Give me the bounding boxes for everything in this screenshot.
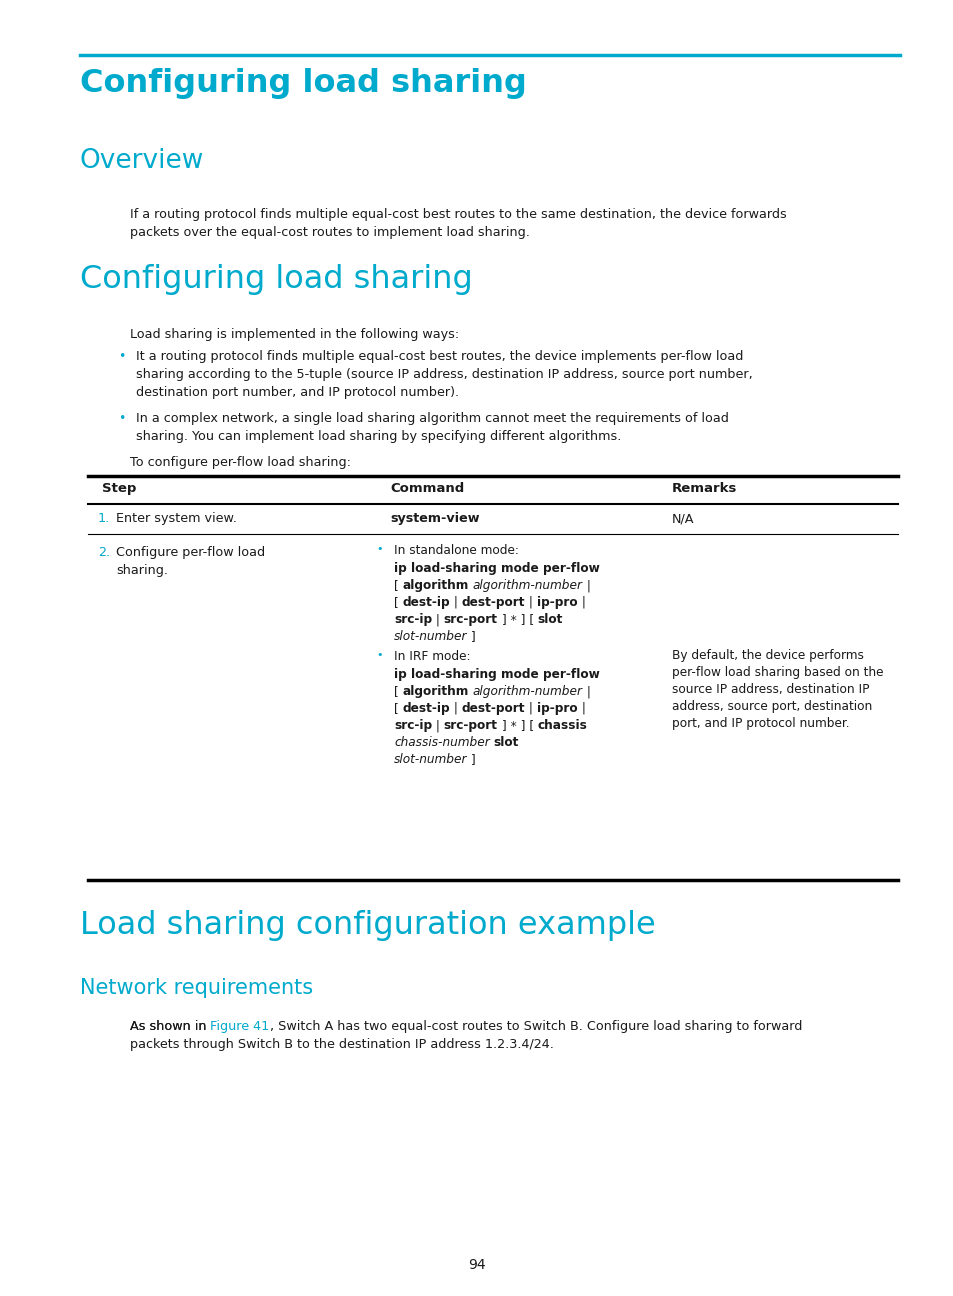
Text: By default, the device performs: By default, the device performs: [671, 649, 863, 662]
Text: Configuring load sharing: Configuring load sharing: [80, 67, 526, 98]
Text: src-ip: src-ip: [394, 613, 432, 626]
Text: |: |: [432, 613, 443, 626]
Text: Step: Step: [102, 482, 136, 495]
Text: packets through Switch B to the destination IP address 1.2.3.4/24.: packets through Switch B to the destinat…: [130, 1038, 554, 1051]
Text: packets over the equal-cost routes to implement load sharing.: packets over the equal-cost routes to im…: [130, 226, 529, 238]
Text: ip-pro: ip-pro: [537, 596, 578, 609]
Text: It a routing protocol finds multiple equal-cost best routes, the device implemen: It a routing protocol finds multiple equ…: [136, 350, 742, 363]
Text: , Switch A has two equal-cost routes to Switch B. Configure load sharing to forw: , Switch A has two equal-cost routes to …: [270, 1020, 801, 1033]
Text: •: •: [118, 412, 125, 425]
Text: 94: 94: [468, 1258, 485, 1271]
Text: algorithm-number: algorithm-number: [473, 579, 582, 592]
Text: sharing. You can implement load sharing by specifying different algorithms.: sharing. You can implement load sharing …: [136, 430, 620, 443]
Text: dest-ip: dest-ip: [402, 596, 450, 609]
Text: Overview: Overview: [80, 148, 204, 174]
Text: If a routing protocol finds multiple equal-cost best routes to the same destinat: If a routing protocol finds multiple equ…: [130, 207, 786, 222]
Text: address, source port, destination: address, source port, destination: [671, 700, 871, 713]
Text: •: •: [118, 350, 125, 363]
Text: algorithm-number: algorithm-number: [473, 686, 582, 699]
Text: To configure per-flow load sharing:: To configure per-flow load sharing:: [130, 456, 351, 469]
Text: ]: ]: [467, 630, 476, 643]
Text: algorithm: algorithm: [402, 686, 469, 699]
Text: |: |: [582, 579, 590, 592]
Text: slot: slot: [537, 613, 562, 626]
Text: |: |: [525, 702, 537, 715]
Text: sharing according to the 5-tuple (source IP address, destination IP address, sou: sharing according to the 5-tuple (source…: [136, 368, 752, 381]
Text: |: |: [578, 702, 585, 715]
Text: dest-port: dest-port: [461, 702, 525, 715]
Text: Remarks: Remarks: [671, 482, 737, 495]
Text: Command: Command: [390, 482, 464, 495]
Text: source IP address, destination IP: source IP address, destination IP: [671, 683, 868, 696]
Text: 1.: 1.: [98, 512, 111, 525]
Text: ip load-sharing mode per-flow: ip load-sharing mode per-flow: [394, 667, 599, 680]
Text: |: |: [450, 596, 461, 609]
Text: src-port: src-port: [443, 719, 497, 732]
Text: N/A: N/A: [671, 512, 694, 525]
Text: src-ip: src-ip: [394, 719, 432, 732]
Text: Network requirements: Network requirements: [80, 978, 313, 998]
Text: Load sharing is implemented in the following ways:: Load sharing is implemented in the follo…: [130, 328, 458, 341]
Text: [: [: [394, 702, 402, 715]
Text: ip-pro: ip-pro: [537, 702, 578, 715]
Text: slot-number: slot-number: [394, 630, 467, 643]
Text: Figure 41: Figure 41: [211, 1020, 270, 1033]
Text: slot: slot: [493, 736, 518, 749]
Text: sharing.: sharing.: [116, 564, 168, 577]
Text: [: [: [394, 579, 402, 592]
Text: ] * ] [: ] * ] [: [497, 719, 537, 732]
Text: •: •: [375, 544, 382, 553]
Text: system-view: system-view: [390, 512, 479, 525]
Text: |: |: [450, 702, 461, 715]
Text: |: |: [582, 686, 590, 699]
Text: |: |: [578, 596, 585, 609]
Text: src-port: src-port: [443, 613, 497, 626]
Text: ]: ]: [467, 753, 476, 766]
Text: [: [: [394, 686, 402, 699]
Text: [: [: [394, 596, 402, 609]
Text: slot-number: slot-number: [394, 753, 467, 766]
Text: Load sharing configuration example: Load sharing configuration example: [80, 910, 655, 941]
Text: algorithm: algorithm: [402, 579, 469, 592]
Text: As shown in: As shown in: [130, 1020, 211, 1033]
Text: ip load-sharing mode per-flow: ip load-sharing mode per-flow: [394, 562, 599, 575]
Text: In standalone mode:: In standalone mode:: [394, 544, 518, 557]
Text: chassis: chassis: [537, 719, 587, 732]
Text: per-flow load sharing based on the: per-flow load sharing based on the: [671, 666, 882, 679]
Text: dest-port: dest-port: [461, 596, 525, 609]
Text: 2.: 2.: [98, 546, 110, 559]
Text: port, and IP protocol number.: port, and IP protocol number.: [671, 717, 848, 730]
Text: chassis-number: chassis-number: [394, 736, 489, 749]
Text: •: •: [375, 651, 382, 660]
Text: Configuring load sharing: Configuring load sharing: [80, 264, 473, 295]
Text: In IRF mode:: In IRF mode:: [394, 651, 470, 664]
Text: |: |: [432, 719, 443, 732]
Text: destination port number, and IP protocol number).: destination port number, and IP protocol…: [136, 386, 458, 399]
Text: Enter system view.: Enter system view.: [116, 512, 236, 525]
Text: Configure per-flow load: Configure per-flow load: [116, 546, 265, 559]
Text: In a complex network, a single load sharing algorithm cannot meet the requiremen: In a complex network, a single load shar…: [136, 412, 728, 425]
Text: |: |: [525, 596, 537, 609]
Text: As shown in: As shown in: [130, 1020, 211, 1033]
Text: dest-ip: dest-ip: [402, 702, 450, 715]
Text: ] * ] [: ] * ] [: [497, 613, 537, 626]
